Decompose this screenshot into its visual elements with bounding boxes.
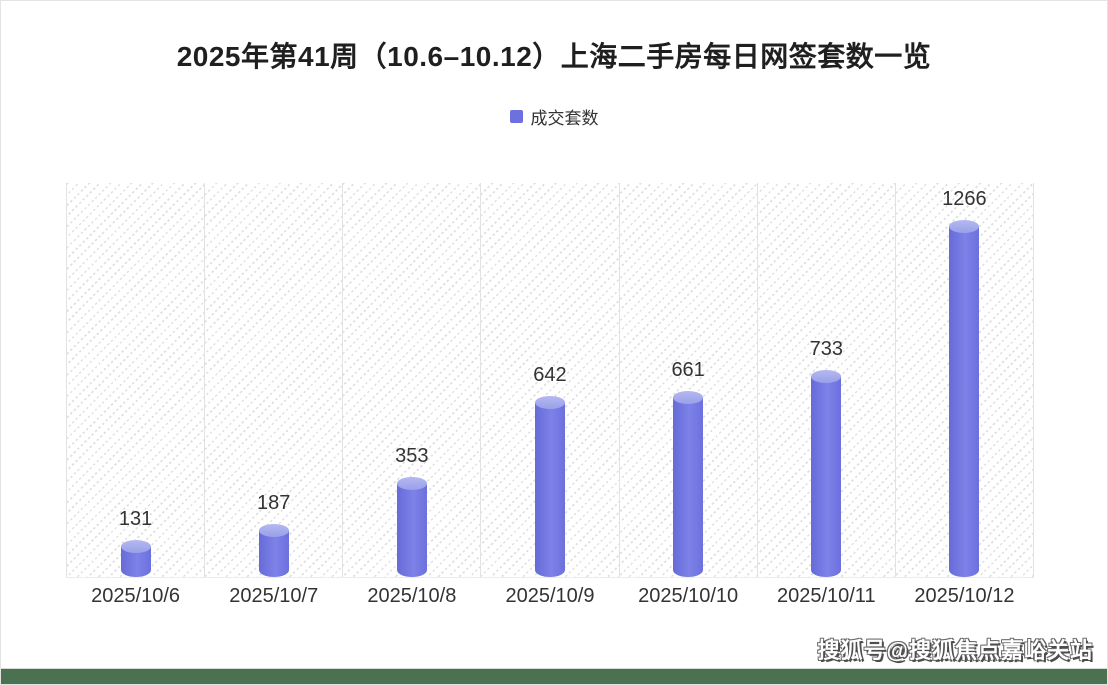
bar-value-label: 353: [395, 445, 429, 467]
bar-value-label: 661: [671, 359, 705, 381]
chart-title: 2025年第41周（10.6–10.12）上海二手房每日网签套数一览: [176, 41, 932, 72]
legend[interactable]: 成交套数: [1, 104, 1107, 129]
chart-column: 661 2025/10/10: [620, 183, 758, 607]
bar-cap: [120, 540, 151, 553]
bar-body: [534, 402, 565, 577]
plot-area: 131 2025/10/6 187 2025/10/7 353 2025/10/8 642 2…: [66, 183, 1034, 607]
chart-column: 1266 2025/10/12: [896, 183, 1033, 607]
bar[interactable]: [534, 396, 565, 577]
bar-value-label: 187: [257, 492, 291, 514]
bar-value-label: 1266: [942, 188, 987, 210]
bar[interactable]: [949, 220, 980, 577]
bar-cap: [534, 396, 565, 409]
x-axis-label: 2025/10/9: [505, 585, 595, 607]
bar[interactable]: [120, 540, 151, 577]
bar[interactable]: [258, 524, 289, 577]
bar-body: [949, 226, 980, 577]
x-axis-label: 2025/10/7: [229, 585, 319, 607]
x-axis-label: 2025/10/11: [776, 585, 876, 607]
bar-value-label: 642: [533, 364, 567, 386]
bar-body: [811, 376, 842, 577]
chart-column: 642 2025/10/9: [481, 183, 620, 607]
legend-swatch-icon: [509, 110, 523, 123]
bar-value-label: 131: [118, 508, 153, 530]
bar-cap: [673, 391, 704, 404]
bar-cap: [949, 220, 980, 233]
x-axis-label: 2025/10/12: [914, 585, 1015, 607]
chart-column: 353 2025/10/8: [343, 183, 482, 607]
x-axis-label: 2025/10/6: [91, 585, 181, 607]
bar-body: [673, 397, 704, 577]
bar-value-label: 733: [809, 338, 843, 360]
bar-cap: [811, 370, 842, 383]
chart-column: 187 2025/10/7: [205, 183, 344, 607]
chart-column: 131 2025/10/6: [67, 183, 206, 607]
bar-cap: [258, 524, 289, 537]
x-axis-label: 2025/10/10: [638, 585, 739, 607]
footer-band: [1, 668, 1107, 684]
watermark: 搜狐号@搜狐焦点嘉峪关站: [817, 638, 1093, 663]
bar[interactable]: [396, 477, 427, 577]
x-axis-label: 2025/10/8: [367, 585, 457, 607]
legend-label: 成交套数: [530, 109, 599, 128]
bar[interactable]: [673, 391, 704, 577]
chart-column: 733 2025/10/11: [758, 183, 896, 607]
bar-body: [396, 483, 427, 577]
bar-body: [258, 530, 289, 577]
bar[interactable]: [811, 370, 842, 577]
bar-cap: [396, 477, 427, 490]
